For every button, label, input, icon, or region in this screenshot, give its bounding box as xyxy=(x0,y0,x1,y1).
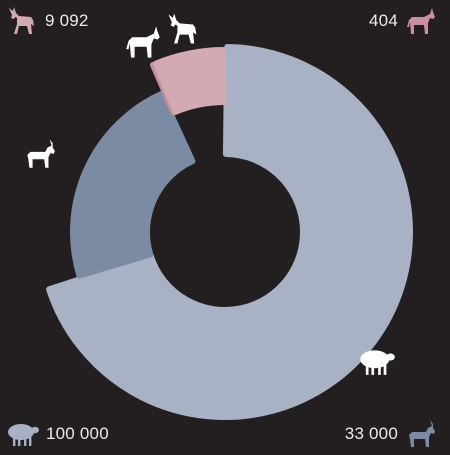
sheep-slice-icon xyxy=(360,350,395,375)
sheep-icon xyxy=(6,421,40,447)
legend-donkey: 9 092 xyxy=(5,6,89,36)
sheep-count: 100 000 xyxy=(46,424,109,443)
donkey-count: 9 092 xyxy=(45,11,89,30)
goat-count: 33 000 xyxy=(344,424,398,443)
donkey-slice-icon xyxy=(168,13,196,43)
slice-sheep xyxy=(46,44,413,420)
donkey-icon xyxy=(5,6,39,36)
horse-icon xyxy=(404,6,438,36)
donut-slices xyxy=(46,44,413,420)
horse-count: 404 xyxy=(369,11,398,30)
legend-goat: 33 000 xyxy=(345,419,438,449)
slice-donkey xyxy=(152,47,227,115)
horse-slice-icon xyxy=(126,26,160,57)
slice-goat xyxy=(70,90,196,279)
legend-horse: 404 xyxy=(369,6,438,36)
legend-sheep: 100 000 xyxy=(6,421,109,447)
goat-icon xyxy=(404,419,438,449)
goat-slice-icon xyxy=(27,139,55,168)
